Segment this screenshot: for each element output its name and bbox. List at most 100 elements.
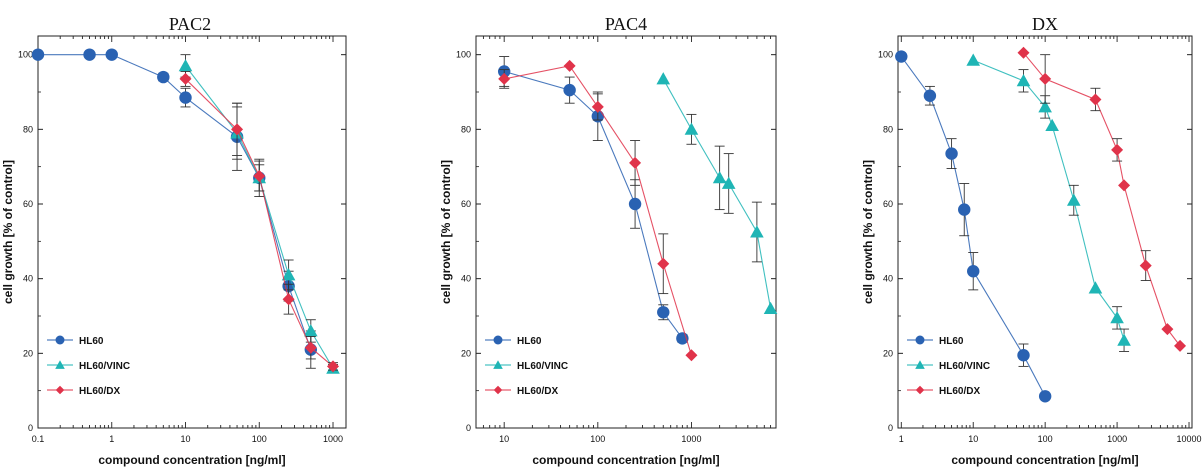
data-point — [327, 360, 340, 373]
series-hl60 — [31, 48, 318, 369]
series-hl60-dx — [498, 59, 698, 362]
x-tick-label: 10 — [499, 434, 509, 444]
legend-diamond-marker — [915, 385, 925, 395]
legend: HL60 HL60/VINC HL60/DX — [485, 335, 568, 397]
y-tick-label: 100 — [456, 50, 471, 60]
data-point — [721, 176, 736, 189]
legend-label: HL60/VINC — [79, 361, 130, 372]
data-point — [563, 59, 576, 72]
series-line — [504, 70, 683, 339]
data-point — [1039, 72, 1052, 85]
legend-diamond-marker — [55, 385, 65, 395]
data-point — [281, 268, 296, 281]
y-tick-label: 40 — [23, 274, 33, 284]
x-tick-label: 1000 — [1107, 434, 1127, 444]
data-point — [750, 225, 764, 238]
x-tick-label: 100 — [590, 434, 605, 444]
data-point — [231, 123, 244, 136]
data-point — [1117, 333, 1131, 346]
data-point — [304, 341, 317, 354]
data-point — [157, 70, 170, 84]
x-tick-label: 10000 — [1177, 434, 1202, 444]
series-hl60 — [895, 50, 1052, 403]
x-axis-label: compound concentration [ng/ml] — [951, 453, 1138, 467]
legend-circle-marker — [55, 335, 65, 345]
x-tick-label: 1 — [899, 434, 904, 444]
y-tick-label: 20 — [883, 348, 893, 358]
data-point — [253, 170, 266, 182]
data-point — [31, 48, 45, 61]
data-point — [1161, 323, 1174, 336]
series-line — [185, 78, 334, 367]
data-point — [304, 324, 318, 337]
data-point — [1174, 339, 1187, 352]
chart-panel-2: PAC4 0 20 40 60 80 100 10 100 1000 compound concen… — [439, 14, 778, 467]
y-tick-label: 0 — [466, 423, 471, 433]
series-hl60-dx — [179, 71, 340, 373]
data-point — [1017, 349, 1030, 362]
x-tick-label: 1 — [109, 434, 114, 444]
y-tick-label: 40 — [883, 274, 893, 284]
x-tick-label: 1000 — [323, 434, 343, 444]
x-tick-label: 100 — [1038, 434, 1053, 444]
data-point — [498, 72, 511, 85]
y-tick-label: 80 — [883, 124, 893, 134]
data-point — [1066, 193, 1081, 206]
data-point — [945, 147, 958, 160]
legend-label: HL60/DX — [939, 386, 980, 397]
y-tick-label: 20 — [461, 348, 471, 358]
series-line — [504, 65, 692, 356]
data-point — [591, 100, 604, 113]
y-tick-label: 60 — [883, 199, 893, 209]
data-point — [1088, 281, 1103, 294]
y-tick-label: 60 — [23, 199, 33, 209]
legend: HL60 HL60/VINC HL60/DX — [47, 335, 130, 397]
series-hl60-vinc — [178, 54, 340, 374]
x-tick-label: 1000 — [681, 434, 701, 444]
chart-title: DX — [1032, 14, 1058, 34]
data-point — [685, 349, 698, 362]
series-line — [38, 54, 312, 350]
data-point — [282, 293, 295, 306]
data-point — [763, 301, 778, 314]
y-tick-label: 40 — [461, 274, 471, 284]
data-point — [656, 72, 671, 85]
series-line — [1023, 52, 1181, 347]
y-axis-label: cell growth [% of control] — [861, 160, 875, 304]
series-line — [662, 78, 772, 309]
chart-title: PAC4 — [605, 14, 647, 34]
data-point — [657, 306, 670, 319]
legend: HL60 HL60/VINC HL60/DX — [907, 335, 990, 397]
legend-triangle-marker — [915, 360, 925, 369]
data-point — [966, 53, 981, 66]
y-axis-label: cell growth [% of control] — [1, 160, 15, 304]
data-point — [1016, 74, 1031, 87]
data-point — [179, 72, 192, 85]
x-tick-label: 10 — [968, 434, 978, 444]
x-tick-label: 10 — [180, 434, 190, 444]
data-point — [1110, 311, 1124, 324]
legend-label: HL60 — [79, 336, 104, 347]
data-point — [958, 203, 971, 216]
series-line — [185, 65, 334, 369]
data-point — [1118, 179, 1131, 192]
data-point — [1038, 390, 1052, 403]
data-point — [1017, 46, 1030, 59]
y-tick-label: 100 — [18, 50, 33, 60]
x-tick-label: 0.1 — [32, 434, 45, 444]
series-hl60-vinc — [656, 72, 778, 314]
legend-triangle-marker — [493, 360, 503, 369]
data-point — [1139, 259, 1152, 272]
y-tick-label: 0 — [888, 423, 893, 433]
data-point — [657, 257, 670, 270]
series-hl60-dx — [1017, 46, 1187, 352]
plot-frame — [37, 35, 347, 429]
series-line — [973, 59, 1125, 341]
data-point — [967, 265, 980, 278]
data-point — [1111, 143, 1124, 156]
y-tick-label: 100 — [878, 50, 893, 60]
legend-label: HL60 — [939, 336, 964, 347]
x-axis-label: compound concentration [ng/ml] — [532, 453, 719, 467]
data-point — [895, 50, 908, 63]
